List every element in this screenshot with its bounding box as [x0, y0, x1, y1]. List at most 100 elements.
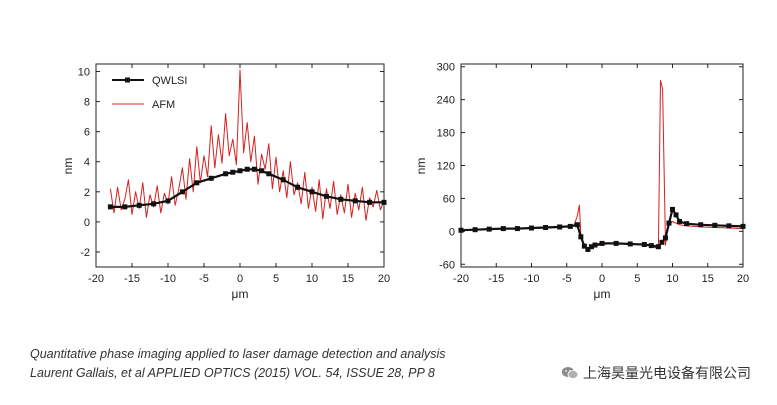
plot-frame-left: [95, 63, 385, 268]
data-point-qwlsi-right-6: [543, 224, 549, 230]
x-tick-label-right-2: -10: [524, 273, 540, 285]
data-point-qwlsi-left-8: [223, 171, 229, 177]
data-point-qwlsi-left-17: [309, 189, 315, 195]
data-point-qwlsi-right-26: [677, 218, 683, 224]
data-point-qwlsi-left-2: [136, 202, 142, 208]
x-tick-label-left-7: 15: [342, 273, 354, 285]
data-point-qwlsi-left-12: [251, 166, 257, 172]
data-point-qwlsi-right-28: [698, 222, 704, 228]
y-tick-label-left-1: 0: [84, 217, 90, 229]
x-tick-label-left-0: -20: [88, 273, 104, 285]
y-tick-label-right-2: 60: [443, 193, 455, 205]
watermark-text: 上海昊量光电设备有限公司: [583, 366, 751, 382]
legend-afm-label: AFM: [152, 99, 175, 111]
data-point-qwlsi-left-7: [208, 175, 214, 181]
chart-afm-qwlsi-profile-right: -20 -15 -10 -5 0 5 10 15 20 -60 0 60 120 180 240 300 nm…: [414, 62, 749, 301]
caption-title: Quantitative phase imaging applied to la…: [30, 347, 446, 361]
data-point-qwlsi-left-10: [237, 168, 243, 174]
data-point-qwlsi-left-14: [266, 171, 272, 177]
data-point-qwlsi-right-19: [648, 243, 654, 249]
x-tick-label-right-3: -5: [562, 273, 572, 285]
data-point-qwlsi-right-30: [726, 223, 732, 229]
data-point-qwlsi-left-0: [107, 204, 113, 210]
data-point-qwlsi-right-15: [599, 240, 605, 246]
y-tick-label-left-4: 6: [84, 127, 90, 139]
y-tick-label-right-1: 0: [449, 226, 455, 238]
data-point-qwlsi-right-4: [514, 226, 520, 232]
data-point-qwlsi-left-13: [259, 168, 265, 174]
data-point-qwlsi-right-2: [486, 226, 492, 232]
data-point-qwlsi-right-14: [592, 242, 598, 248]
data-point-qwlsi-right-22: [662, 235, 668, 241]
data-point-qwlsi-left-3: [151, 201, 157, 207]
x-tick-label-left-8: 20: [378, 273, 390, 285]
legend-qwlsi-marker: [125, 77, 130, 83]
data-point-qwlsi-right-31: [740, 223, 746, 229]
caption-citation: Laurent Gallais, et al APPLIED OPTICS (2…: [30, 366, 435, 380]
x-tick-label-right-1: -15: [488, 273, 504, 285]
data-point-qwlsi-right-8: [567, 223, 573, 229]
y-tick-label-left-0: -2: [80, 247, 90, 259]
data-point-qwlsi-left-11: [244, 166, 250, 172]
data-point-qwlsi-right-7: [557, 224, 563, 230]
y-tick-label-right-4: 180: [437, 128, 455, 140]
legend-qwlsi-label: QWLSI: [152, 75, 187, 87]
watermark: 上海昊量光电设备有限公司: [557, 362, 755, 384]
y-tick-label-right-3: 120: [437, 161, 455, 173]
data-point-qwlsi-right-29: [712, 222, 718, 228]
data-point-qwlsi-left-5: [179, 189, 185, 195]
data-point-qwlsi-right-27: [684, 221, 690, 227]
data-point-qwlsi-right-1: [472, 227, 478, 233]
x-tick-label-left-3: -5: [199, 273, 209, 285]
data-point-qwlsi-right-0: [458, 227, 464, 233]
y-tick-label-left-6: 10: [78, 67, 90, 79]
data-point-qwlsi-right-11: [581, 243, 587, 249]
data-point-qwlsi-left-18: [323, 193, 329, 199]
x-tick-label-left-4: 0: [237, 273, 243, 285]
wechat-icon: [561, 367, 579, 379]
x-tick-label-left-5: 5: [273, 273, 279, 285]
data-point-qwlsi-right-12: [585, 246, 591, 252]
data-point-qwlsi-left-6: [194, 180, 200, 186]
data-point-qwlsi-left-22: [381, 199, 387, 205]
data-point-qwlsi-right-24: [670, 206, 675, 212]
data-point-qwlsi-right-9: [574, 222, 580, 228]
y-tick-label-right-6: 300: [437, 62, 455, 74]
x-tick-label-left-6: 10: [306, 273, 318, 285]
x-tick-label-right-5: 5: [634, 273, 640, 285]
data-point-qwlsi-right-20: [655, 244, 661, 250]
x-tick-label-right-7: 15: [702, 273, 714, 285]
data-point-qwlsi-right-25: [673, 212, 679, 218]
y-axis-label-left: nm: [61, 158, 75, 175]
y-tick-label-right-0: -60: [439, 259, 455, 271]
data-point-qwlsi-right-3: [500, 226, 506, 232]
y-tick-label-left-3: 4: [84, 157, 90, 169]
x-axis-label-left: μm: [232, 287, 249, 301]
data-point-qwlsi-left-20: [352, 198, 358, 204]
plot-frame-right: [460, 63, 744, 268]
y-axis-label-right: nm: [414, 158, 428, 175]
data-point-qwlsi-right-13: [588, 244, 594, 250]
data-point-qwlsi-left-1: [122, 204, 128, 210]
x-tick-label-right-8: 20: [737, 273, 749, 285]
y-tick-label-left-2: 2: [84, 187, 90, 199]
axis-ticks-right: -20 -15 -10 -5 0 5 10 15 20 -60 0 60 120 180 240 300: [437, 62, 749, 285]
x-tick-label-left-1: -15: [124, 273, 140, 285]
series-line-afm-left: [109, 69, 385, 221]
series-group-left: [107, 69, 387, 221]
data-point-qwlsi-right-10: [578, 234, 584, 240]
y-tick-label-right-5: 240: [437, 95, 455, 107]
data-point-qwlsi-right-17: [627, 241, 633, 247]
data-point-qwlsi-left-16: [295, 184, 301, 190]
x-tick-label-right-4: 0: [599, 273, 605, 285]
data-point-qwlsi-left-4: [165, 198, 171, 204]
series-group-right: [458, 80, 746, 252]
x-tick-label-left-2: -10: [160, 273, 176, 285]
data-point-qwlsi-right-18: [641, 242, 647, 248]
data-point-qwlsi-right-23: [666, 220, 672, 226]
data-point-qwlsi-left-15: [280, 177, 286, 183]
x-tick-label-right-6: 10: [666, 273, 678, 285]
